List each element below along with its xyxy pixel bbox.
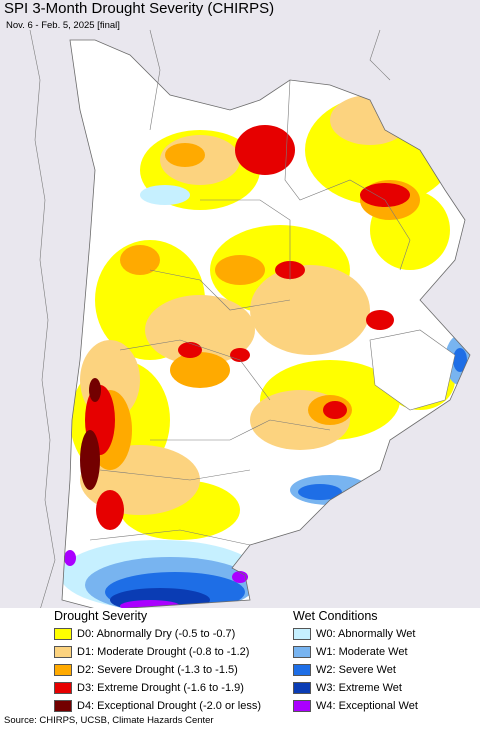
country-border-west — [29, 29, 56, 610]
legend-item-w2: W2: Severe Wet — [293, 663, 396, 677]
legend-swatch — [293, 628, 311, 640]
legend-swatch — [54, 700, 72, 712]
legend-item-d3: D3: Extreme Drought (-1.6 to -1.9) — [54, 681, 244, 695]
wet-patch — [232, 571, 248, 583]
legend-label: D4: Exceptional Drought (-2.0 or less) — [77, 700, 262, 712]
legend-item-w4: W4: Exceptional Wet — [293, 699, 418, 713]
internal-boundaries — [89, 79, 456, 546]
legend-item-w0: W0: Abnormally Wet — [293, 627, 415, 641]
drought-legend-heading: Drought Severity — [54, 609, 148, 623]
map-subtitle: Nov. 6 - Feb. 5, 2025 [final] — [6, 20, 120, 31]
legend-label: W3: Extreme Wet — [316, 682, 402, 694]
legend-label: D3: Extreme Drought (-1.6 to -1.9) — [77, 682, 244, 694]
legend-item-d2: D2: Severe Drought (-1.3 to -1.5) — [54, 663, 238, 677]
legend-swatch — [54, 682, 72, 694]
legend-label: W1: Moderate Wet — [316, 646, 408, 658]
legend: Drought Severity Wet Conditions D0: Abno… — [0, 608, 480, 714]
legend-swatch — [54, 646, 72, 658]
legend-swatch — [293, 646, 311, 658]
legend-swatch — [293, 664, 311, 676]
legend-label: W2: Severe Wet — [316, 664, 396, 676]
legend-label: W4: Exceptional Wet — [316, 700, 418, 712]
legend-label: D0: Abnormally Dry (-0.5 to -0.7) — [77, 628, 236, 640]
country-border-north — [149, 29, 391, 131]
wet-patch — [64, 550, 76, 566]
legend-swatch — [54, 628, 72, 640]
drought-map — [0, 0, 480, 610]
legend-swatch — [54, 664, 72, 676]
legend-item-w3: W3: Extreme Wet — [293, 681, 402, 695]
legend-label: D2: Severe Drought (-1.3 to -1.5) — [77, 664, 238, 676]
source-credit: Source: CHIRPS, UCSB, Climate Hazards Ce… — [4, 715, 214, 726]
legend-swatch — [293, 682, 311, 694]
legend-item-w1: W1: Moderate Wet — [293, 645, 408, 659]
legend-swatch — [293, 700, 311, 712]
legend-item-d1: D1: Moderate Drought (-0.8 to -1.2) — [54, 645, 249, 659]
legend-item-d0: D0: Abnormally Dry (-0.5 to -0.7) — [54, 627, 235, 641]
legend-item-d4: D4: Exceptional Drought (-2.0 or less) — [54, 699, 261, 713]
wet-legend-heading: Wet Conditions — [293, 609, 378, 623]
legend-label: D1: Moderate Drought (-0.8 to -1.2) — [77, 646, 250, 658]
map-title: SPI 3-Month Drought Severity (CHIRPS) — [4, 0, 275, 17]
legend-label: W0: Abnormally Wet — [316, 628, 416, 640]
